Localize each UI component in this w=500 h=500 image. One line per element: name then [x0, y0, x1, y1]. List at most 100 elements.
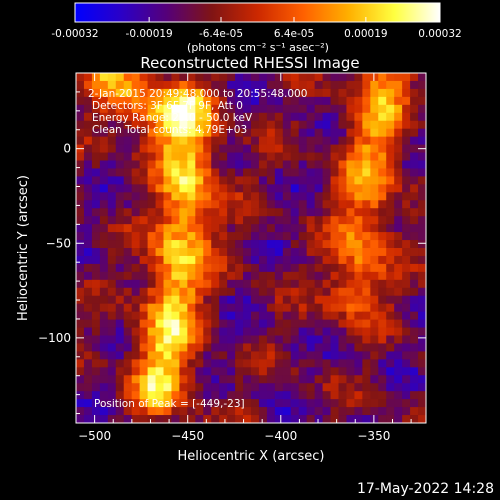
heatmap-cell	[115, 287, 125, 297]
heatmap-cell	[258, 80, 268, 90]
heatmap-cell	[314, 160, 323, 169]
heatmap-cell	[346, 224, 355, 233]
heatmap-cell	[243, 351, 252, 360]
heatmap-cell	[187, 80, 196, 90]
heatmap-cell	[179, 287, 188, 297]
heatmap-cell	[171, 335, 180, 344]
heatmap-cell	[243, 367, 252, 376]
heatmap-cell	[266, 415, 276, 424]
heatmap-cell	[314, 295, 323, 305]
heatmap-cell	[195, 383, 204, 392]
heatmap-cell	[346, 152, 355, 161]
heatmap-cell	[258, 176, 268, 185]
heatmap-cell	[243, 287, 252, 297]
heatmap-cell	[274, 216, 284, 225]
heatmap-cell	[322, 343, 331, 352]
heatmap-cell	[123, 73, 133, 82]
heatmap-cell	[107, 104, 117, 114]
heatmap-cell	[362, 343, 371, 352]
heatmap-cell	[362, 407, 371, 416]
heatmap-cell	[418, 160, 427, 169]
heatmap-cell	[203, 192, 212, 201]
heatmap-cell	[346, 96, 355, 106]
heatmap-cell	[123, 184, 133, 193]
heatmap-cell	[274, 263, 284, 273]
heatmap-cell	[266, 240, 276, 249]
heatmap-cell	[147, 168, 156, 177]
heatmap-cell	[378, 248, 387, 257]
heatmap-cell	[266, 112, 276, 122]
heatmap-cell	[171, 351, 180, 360]
heatmap-cell	[99, 168, 109, 177]
heatmap-cell	[338, 152, 347, 161]
heatmap-cell	[155, 407, 164, 416]
heatmap-cell	[91, 248, 101, 257]
heatmap-cell	[211, 327, 220, 336]
heatmap-cell	[99, 176, 109, 185]
heatmap-cell	[338, 295, 347, 305]
heatmap-cell	[76, 287, 85, 297]
heatmap-cell	[123, 88, 133, 98]
heatmap-cell	[171, 224, 180, 233]
heatmap-cell	[394, 375, 403, 384]
colorbar	[74, 2, 441, 23]
heatmap-cell	[251, 160, 260, 169]
heatmap-cell	[131, 104, 141, 114]
heatmap-cell	[195, 96, 204, 106]
heatmap-cell	[171, 303, 180, 313]
heatmap-cell	[306, 351, 316, 360]
heatmap-cell	[418, 248, 427, 257]
heatmap-cell	[123, 80, 133, 90]
heatmap-cell	[219, 176, 228, 185]
heatmap-cell	[227, 351, 236, 360]
heatmap-cell	[163, 311, 172, 320]
heatmap-cell	[322, 240, 331, 249]
heatmap-cell	[227, 128, 236, 138]
heatmap-cell	[243, 343, 252, 352]
heatmap-cell	[211, 399, 220, 408]
heatmap-cell	[219, 303, 228, 313]
heatmap-cell	[235, 359, 244, 368]
heatmap-cell	[251, 367, 260, 376]
heatmap-cell	[171, 248, 180, 257]
colorbar-unit-label: (photons cm⁻² s⁻¹ asec⁻²)	[187, 41, 329, 54]
heatmap-cell	[195, 120, 204, 130]
heatmap-cell	[290, 271, 300, 281]
heatmap-cell	[290, 96, 300, 106]
heatmap-cell	[243, 192, 252, 201]
heatmap-cell	[370, 263, 379, 273]
heatmap-cell	[386, 104, 395, 114]
heatmap-cell	[187, 88, 196, 98]
heatmap-cell	[195, 200, 204, 209]
heatmap-cell	[243, 128, 252, 138]
heatmap-cell	[298, 240, 308, 249]
heatmap-cell	[266, 279, 276, 289]
heatmap-cell	[147, 391, 156, 400]
heatmap-cell	[163, 248, 172, 257]
heatmap-cell	[274, 176, 284, 185]
heatmap-cell	[330, 335, 339, 344]
heatmap-cell	[314, 240, 323, 249]
heatmap-cell	[107, 184, 117, 193]
heatmap-cell	[298, 80, 308, 90]
heatmap-cell	[107, 136, 117, 145]
heatmap-cell	[235, 399, 244, 408]
heatmap-cell	[258, 399, 268, 408]
heatmap-cell	[235, 271, 244, 281]
heatmap-cell	[203, 208, 212, 217]
heatmap-cell	[211, 200, 220, 209]
heatmap-cell	[83, 128, 93, 138]
heatmap-cell	[410, 351, 419, 360]
heatmap-cell	[274, 240, 284, 249]
heatmap-cell	[258, 120, 268, 130]
heatmap-cell	[338, 80, 347, 90]
heatmap-cell	[123, 391, 133, 400]
heatmap-cell	[354, 112, 363, 122]
heatmap-cell	[243, 359, 252, 368]
heatmap-cell	[282, 263, 292, 273]
heatmap-cell	[99, 136, 109, 145]
heatmap-cell	[219, 248, 228, 257]
heatmap-cell	[131, 263, 141, 273]
heatmap-cell	[115, 248, 125, 257]
heatmap-cell	[258, 391, 268, 400]
